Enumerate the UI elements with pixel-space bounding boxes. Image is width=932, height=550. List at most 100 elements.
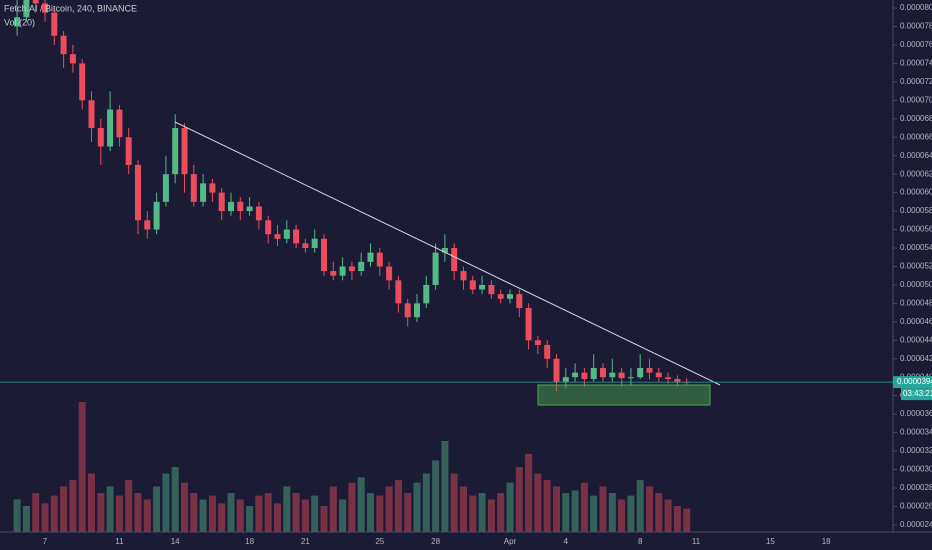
volume-bar [580,482,588,532]
y-tick-label: 0.00005000 [900,280,932,289]
candle-body [69,54,76,64]
candle-body [609,372,616,378]
volume-layer [13,402,691,532]
candle-body [488,284,495,295]
y-tick-label: 0.00004200 [900,354,932,363]
volume-bar [525,454,533,532]
candle-body [367,252,374,262]
y-tick-label: 0.00007400 [900,59,932,68]
volume-bar [125,480,133,532]
candle-body [395,280,402,304]
candle-body [274,234,281,239]
volume-bar [636,480,644,532]
candle-body [88,100,95,129]
y-tick-label: 0.00003200 [900,446,932,455]
volume-bar [171,467,179,532]
candle-body [618,372,625,379]
candle-body [51,12,58,36]
y-tick-label: 0.00005200 [900,262,932,271]
y-tick-label: 0.00007600 [900,40,932,49]
candle-body [414,303,420,318]
x-tick-label: 11 [692,537,701,546]
volume-bar [683,508,691,532]
volume-bar [469,495,477,532]
x-tick-label: 25 [375,537,384,546]
candle-body [246,206,253,212]
volume-bar [162,473,170,532]
candle-body [386,266,393,281]
candle-body [655,372,662,378]
volume-bar [143,499,151,532]
candle-body [209,183,216,193]
candle-body [42,3,48,13]
candle-body [255,206,262,221]
x-tick-label: 4 [564,537,569,546]
candle-body [172,128,179,175]
x-tick-label: 7 [43,537,48,546]
candle-body [23,0,30,18]
x-tick-label: 18 [245,537,254,546]
candle-body [553,358,560,382]
x-tick-label: 21 [301,537,310,546]
volume-bar [41,503,49,532]
candle-body [376,252,383,267]
candle-body [311,238,318,249]
candle-body [200,183,207,202]
candle-body [479,284,486,290]
volume-bar [283,486,291,532]
volume-bar [460,486,467,532]
volume-bar [646,486,653,532]
candle-body [469,280,476,290]
last-price-label: 0.00003947 [897,377,932,386]
volume-bar [478,493,486,532]
y-tick-label: 0.00002400 [900,520,932,529]
volume-bar [608,493,616,532]
volume-bar [208,495,216,532]
volume-bar [515,467,523,532]
candle-body [562,377,569,382]
volume-bar [292,493,300,532]
candle-body [423,284,430,304]
volume-bar [320,506,328,532]
candle-body [14,17,21,27]
last-price-box [893,376,932,389]
candle-body [162,174,169,202]
volume-bar [153,486,161,532]
volume-bar [590,495,598,532]
support-zone [537,384,711,406]
volume-bar [357,477,365,532]
volume-bar [329,486,337,532]
candle-body [497,294,504,299]
y-tick-label: 0.00003400 [900,428,932,437]
x-tick-label: 15 [766,537,775,546]
x-tick-label: 14 [171,537,180,546]
candle-body [302,243,309,249]
candle-body [432,252,439,285]
y-tick-label: 0.00007800 [900,22,932,31]
candle-body [181,128,188,175]
candle-body [460,271,467,281]
volume-bar [441,441,449,532]
candle-body [97,128,104,147]
y-tick-label: 0.00002800 [900,483,932,492]
volume-bar [78,402,86,532]
volume-bar [385,486,393,532]
x-tick-label: 18 [822,537,831,546]
candle-body [190,174,197,202]
volume-bar [50,495,58,532]
candle-body [572,372,579,378]
volume-bar [274,503,281,532]
candle-body [60,35,67,55]
candle-body [321,238,327,272]
volume-bar [553,486,560,532]
countdown-box [901,388,932,401]
candle-body [348,266,355,272]
volume-bar [246,506,254,532]
candle-body [153,201,160,230]
y-tick-label: 0.00008000 [900,3,932,12]
candle-body [330,271,337,276]
volume-bar [543,480,551,532]
axis-layer: 0.00002400 0.00002600 0.00002800 0.00003000… [0,3,932,546]
candle-body [79,63,86,101]
